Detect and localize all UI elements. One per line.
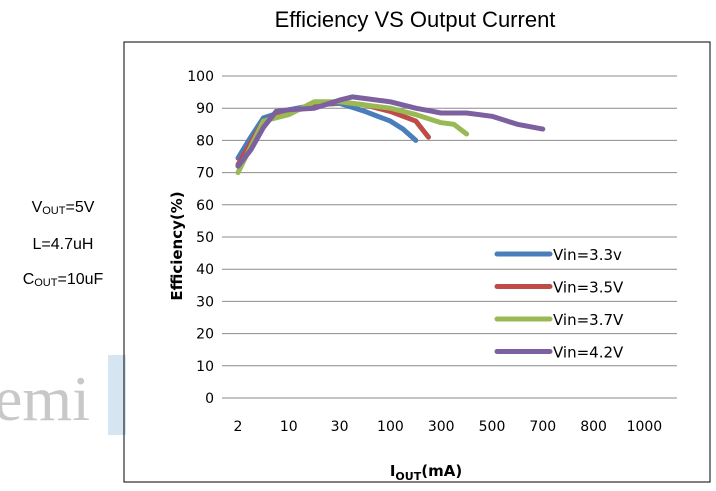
x-axis-title: IOUT(mA) bbox=[390, 462, 462, 483]
x-tick-label: 1000 bbox=[627, 419, 663, 435]
x-tick-label: 100 bbox=[377, 419, 404, 435]
x-tick-labels: 2 10 30 100 300 500 700 800 1000 bbox=[234, 419, 663, 435]
chart-title: Efficiency VS Output Current bbox=[275, 7, 556, 32]
y-tick-label: 10 bbox=[196, 359, 214, 375]
y-tick-label: 40 bbox=[196, 262, 214, 278]
legend-label: Vin=4.2V bbox=[553, 344, 624, 362]
condition-label: COUT=10uF bbox=[23, 271, 104, 289]
x-tick-label: 300 bbox=[428, 419, 455, 435]
x-tick-label: 800 bbox=[580, 419, 607, 435]
y-tick-label: 100 bbox=[187, 69, 214, 85]
y-tick-label: 20 bbox=[196, 327, 214, 343]
y-tick-label: 90 bbox=[196, 101, 214, 117]
y-tick-label: 0 bbox=[205, 391, 214, 407]
x-tick-label: 700 bbox=[529, 419, 556, 435]
chart-area-border bbox=[123, 41, 711, 483]
condition-label: VOUT=5V bbox=[32, 199, 95, 217]
x-tick-label: 500 bbox=[479, 419, 506, 435]
watermark-text: emi bbox=[0, 363, 90, 434]
y-tick-label: 70 bbox=[196, 166, 214, 182]
y-axis-title: Efficiency(%) bbox=[168, 191, 186, 300]
watermark-glyph bbox=[108, 355, 126, 435]
y-tick-labels: 0 10 20 30 40 50 60 70 80 90 100 bbox=[187, 69, 214, 407]
series-line bbox=[235, 99, 470, 176]
y-tick-label: 60 bbox=[196, 198, 214, 214]
y-tick-label: 50 bbox=[196, 230, 214, 246]
y-tick-label: 30 bbox=[196, 294, 214, 310]
series-line bbox=[235, 94, 546, 169]
legend-label: Vin=3.3v bbox=[553, 246, 622, 264]
legend-label: Vin=3.5V bbox=[553, 279, 624, 297]
x-tick-label: 2 bbox=[234, 419, 243, 435]
legend-label: Vin=3.7V bbox=[553, 311, 624, 329]
y-tick-label: 80 bbox=[196, 133, 214, 149]
y-gridlines bbox=[222, 75, 677, 399]
series-lines bbox=[235, 94, 546, 176]
legend: Vin=3.3v Vin=3.5V Vin=3.7V Vin=4.2V bbox=[494, 246, 624, 362]
x-tick-label: 10 bbox=[280, 419, 298, 435]
condition-label: L=4.7uH bbox=[33, 236, 94, 253]
x-tick-label: 30 bbox=[331, 419, 349, 435]
operating-conditions: VOUT=5V L=4.7uH COUT=10uF bbox=[23, 199, 104, 289]
